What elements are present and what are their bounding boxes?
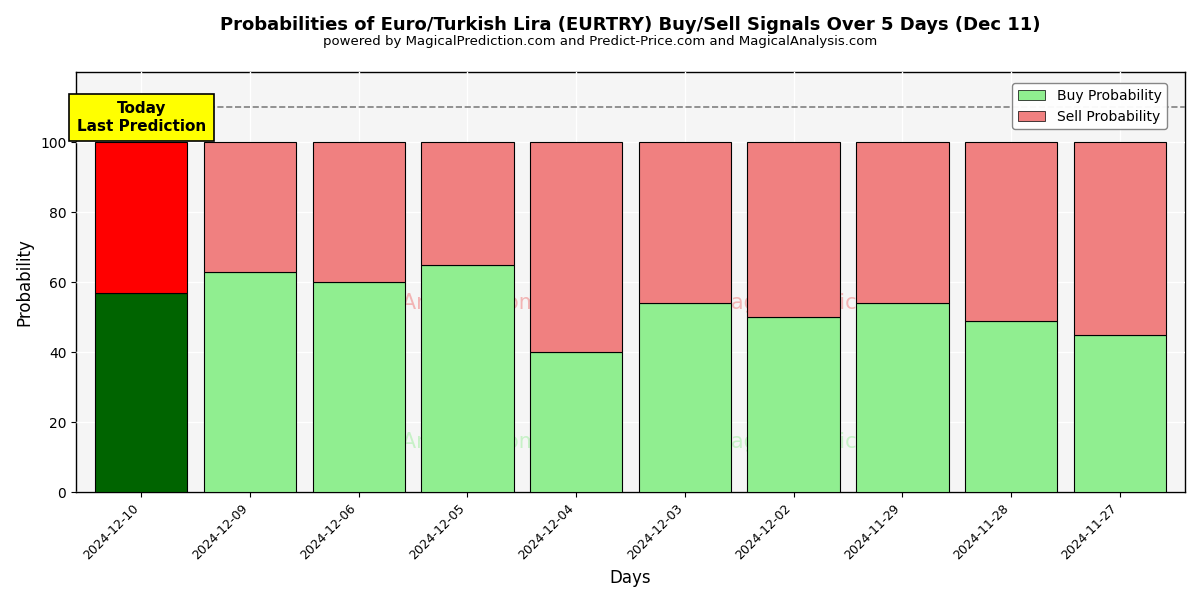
Bar — [748, 317, 840, 492]
Bar — [856, 303, 948, 492]
Bar — [638, 303, 731, 492]
Text: Today
Last Prediction: Today Last Prediction — [77, 101, 206, 134]
Bar — [204, 142, 296, 271]
Bar — [638, 142, 731, 303]
Bar — [204, 271, 296, 492]
Bar — [421, 142, 514, 265]
Bar — [95, 292, 187, 492]
Bar — [1074, 142, 1166, 335]
Bar — [965, 320, 1057, 492]
Title: Probabilities of Euro/Turkish Lira (EURTRY) Buy/Sell Signals Over 5 Days (Dec 11: Probabilities of Euro/Turkish Lira (EURT… — [221, 16, 1040, 34]
Bar — [530, 142, 623, 352]
Y-axis label: Probability: Probability — [14, 238, 32, 326]
Bar — [748, 142, 840, 317]
Legend: Buy Probability, Sell Probability: Buy Probability, Sell Probability — [1012, 83, 1166, 129]
X-axis label: Days: Days — [610, 569, 652, 587]
Bar — [856, 142, 948, 303]
Text: MagicalAnalysis.com: MagicalAnalysis.com — [323, 431, 540, 452]
Bar — [1074, 335, 1166, 492]
Bar — [312, 142, 404, 282]
Bar — [965, 142, 1057, 320]
Text: powered by MagicalPrediction.com and Predict-Price.com and MagicalAnalysis.com: powered by MagicalPrediction.com and Pre… — [323, 35, 877, 48]
Bar — [95, 142, 187, 292]
Bar — [421, 265, 514, 492]
Text: MagicalAnalysis.com: MagicalAnalysis.com — [323, 293, 540, 313]
Bar — [530, 352, 623, 492]
Bar — [312, 282, 404, 492]
Text: MagicalPrediction.com: MagicalPrediction.com — [713, 293, 948, 313]
Text: MagicalPrediction.com: MagicalPrediction.com — [713, 431, 948, 452]
